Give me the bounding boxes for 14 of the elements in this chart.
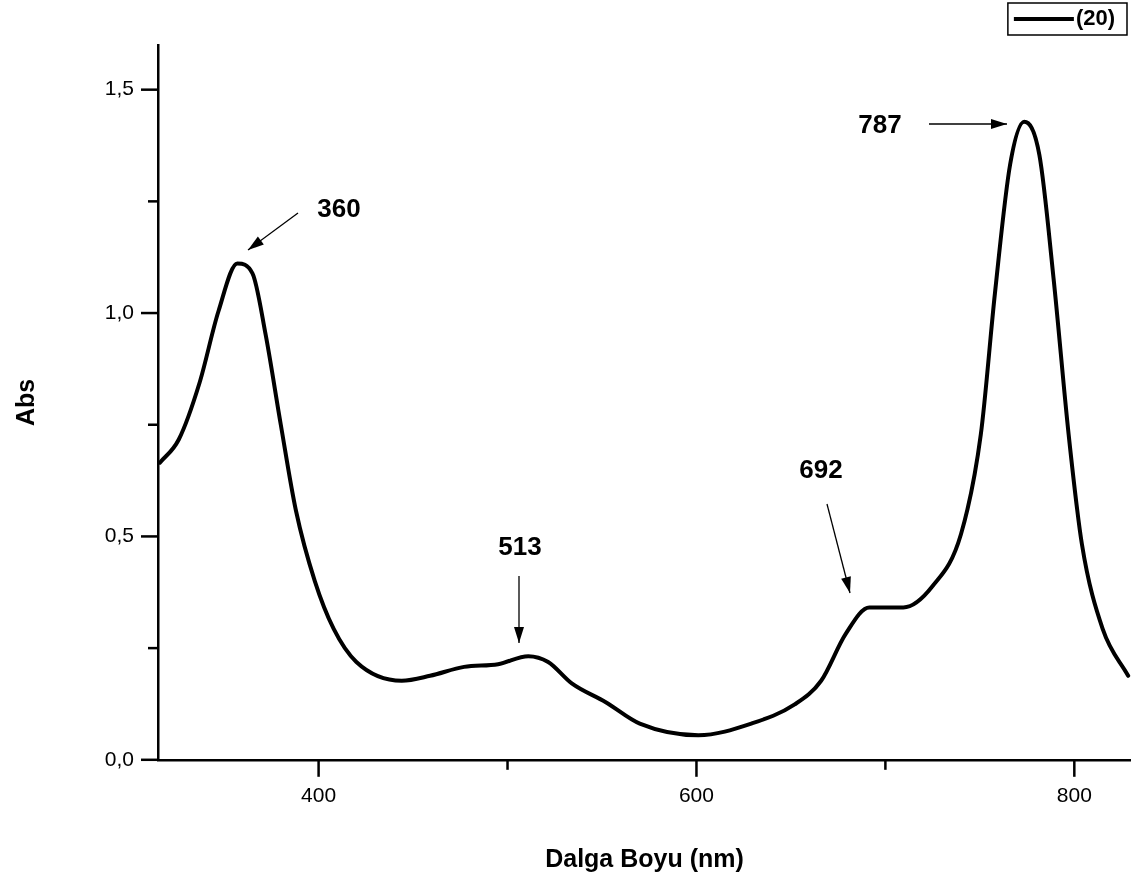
x-axis-title: Dalga Boyu (nm) [545, 843, 744, 872]
x-tick-label: 400 [301, 783, 337, 807]
legend-label: (20) [1075, 5, 1115, 31]
annotation: 360 [317, 193, 361, 224]
y-tick-label: 0,0 [104, 746, 134, 770]
annotation: 787 [858, 109, 902, 140]
y-axis-title: Abs [10, 378, 39, 427]
y-tick-label: 0,5 [104, 523, 134, 547]
x-tick-label: 800 [1056, 783, 1092, 807]
annotation: 513 [498, 531, 542, 562]
annotation: 692 [799, 454, 843, 485]
x-tick-label: 600 [678, 783, 714, 807]
y-tick-label: 1,5 [104, 76, 134, 100]
y-tick-label: 1,0 [104, 299, 134, 323]
